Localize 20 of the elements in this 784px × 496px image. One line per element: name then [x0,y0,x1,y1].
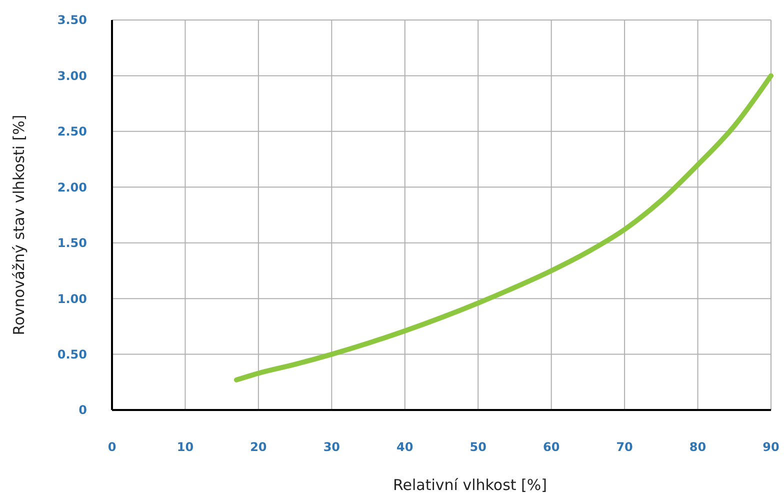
y-tick-label: 0 [78,403,87,418]
x-tick-label: 20 [250,440,267,454]
x-tick-label: 30 [323,440,340,454]
y-tick-label: 2.00 [57,180,87,194]
y-tick-label: 0.50 [57,347,87,362]
x-tick-label: 60 [542,440,560,454]
x-tick-label: 70 [616,440,633,454]
x-tick-label: 10 [176,440,194,454]
y-tick-label: 1.50 [57,236,87,250]
x-axis-title: Relativní vlhkost [%] [392,476,548,494]
x-tick-label: 40 [396,440,414,454]
y-axis-title: Rovnovážný stav vlhkosti [%] [10,114,28,336]
y-tick-label: 1.00 [57,292,87,306]
x-tick-label: 50 [470,440,486,454]
x-tick-label: 90 [762,440,780,454]
y-tick-label: 3.50 [57,13,87,28]
y-tick-label: 3.00 [57,68,87,83]
y-tick-label: 2.50 [57,124,87,139]
x-tick-label: 0 [108,440,116,454]
x-tick-label: 80 [689,440,706,454]
